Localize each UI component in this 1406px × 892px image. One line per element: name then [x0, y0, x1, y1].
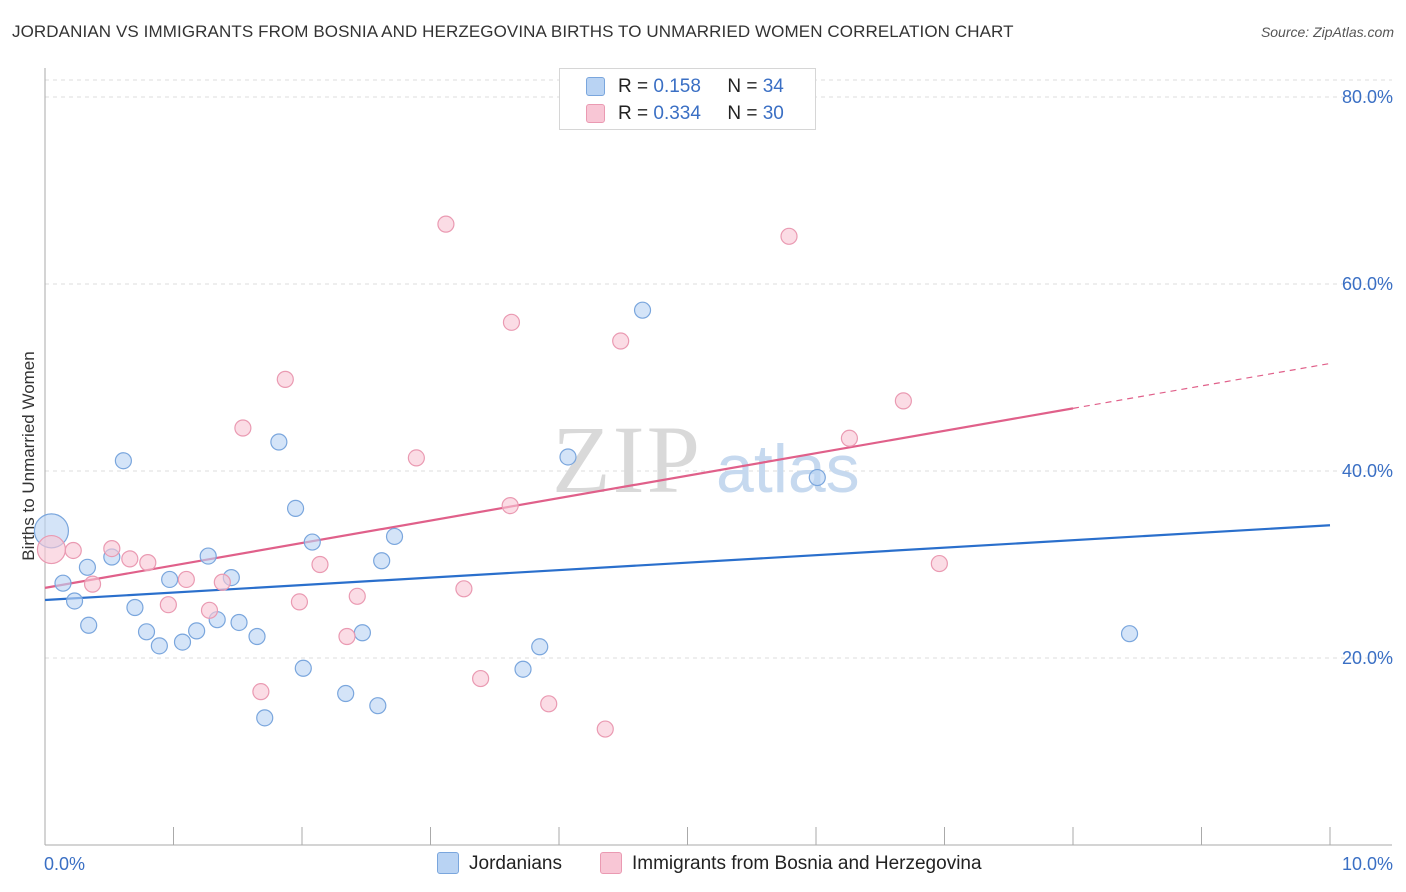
- point-jordanians: [248, 627, 266, 646]
- point-bosnia: [64, 541, 82, 560]
- legend-n-value: 30: [762, 103, 784, 124]
- axes: [44, 68, 1392, 846]
- watermark: ZIP atlas: [552, 406, 860, 513]
- point-bosnia: [501, 496, 519, 515]
- y-tick-label: 40.0%: [1342, 461, 1393, 481]
- point-bosnia: [121, 550, 139, 568]
- point-bosnia: [780, 227, 798, 245]
- point-bosnia: [840, 429, 859, 447]
- point-jordanians: [173, 633, 192, 651]
- point-jordanians: [78, 558, 97, 576]
- point-bosnia: [213, 573, 231, 591]
- point-jordanians: [286, 499, 305, 517]
- point-bosnia: [103, 540, 121, 558]
- point-jordanians: [114, 452, 132, 470]
- chart-title: JORDANIAN VS IMMIGRANTS FROM BOSNIA AND …: [12, 22, 1014, 41]
- point-jordanians: [137, 623, 156, 641]
- legend-swatch-blue: [586, 77, 605, 96]
- series-label-jordanians: Jordanians: [469, 853, 562, 874]
- gridlines: [45, 79, 1392, 659]
- y-tick-label: 20.0%: [1342, 648, 1393, 668]
- legend-n-label: N =: [727, 76, 758, 97]
- point-jordanians: [294, 659, 312, 677]
- point-bosnia: [338, 627, 356, 646]
- y-tick-label: 80.0%: [1342, 87, 1393, 107]
- point-jordanians: [161, 570, 179, 589]
- point-jordanians: [80, 616, 98, 634]
- point-jordanians: [230, 613, 248, 632]
- point-jordanians: [1120, 625, 1139, 643]
- point-jordanians: [808, 468, 826, 487]
- point-bosnia: [596, 720, 614, 738]
- point-bosnia: [894, 392, 912, 410]
- point-bosnia: [612, 332, 630, 350]
- point-bosnia: [234, 419, 252, 437]
- point-bosnia: [290, 593, 309, 611]
- point-jordanians: [199, 547, 217, 565]
- point-bosnia: [502, 313, 521, 331]
- point-jordanians: [270, 433, 288, 451]
- point-jordanians: [337, 684, 355, 703]
- x-tick-label: 0.0%: [44, 854, 85, 874]
- x-tick-label: 10.0%: [1342, 854, 1393, 874]
- y-axis-label: Births to Unmarried Women: [19, 351, 38, 560]
- series-swatch-blue: [437, 852, 459, 874]
- point-jordanians: [188, 622, 206, 640]
- legend-r-value: 0.158: [653, 76, 701, 97]
- point-jordanians: [369, 697, 387, 715]
- point-bosnia: [36, 534, 67, 565]
- point-bosnia: [252, 683, 270, 701]
- watermark-atlas: atlas: [716, 431, 860, 507]
- point-bosnia: [311, 555, 329, 574]
- data-points: [33, 215, 1139, 738]
- point-jordanians: [385, 527, 404, 546]
- legend-swatch-pink: [586, 104, 605, 123]
- point-bosnia: [930, 554, 948, 573]
- series-label-bosnia: Immigrants from Bosnia and Herzegovina: [632, 853, 982, 874]
- point-jordanians: [531, 638, 549, 656]
- trend-line-extension: [1072, 362, 1331, 409]
- legend-r-label: R =: [618, 76, 649, 97]
- legend-r-label: R =: [618, 103, 649, 124]
- point-jordanians: [373, 552, 391, 570]
- point-jordanians: [65, 592, 84, 610]
- legend-n-label: N =: [727, 103, 758, 124]
- trend-line-jordanians: [44, 524, 1331, 602]
- point-bosnia: [276, 370, 294, 388]
- point-bosnia: [348, 587, 366, 605]
- point-bosnia: [83, 575, 102, 593]
- point-jordanians: [150, 637, 168, 655]
- legend-r-value: 0.334: [653, 103, 701, 124]
- point-bosnia: [407, 449, 425, 467]
- point-jordanians: [633, 301, 652, 319]
- point-bosnia: [437, 215, 455, 233]
- legend-n-value: 34: [762, 76, 784, 97]
- point-bosnia: [455, 580, 473, 598]
- tick-labels: 20.0% 40.0% 60.0% 80.0% 0.0% 10.0%: [44, 87, 1393, 874]
- series-swatch-pink: [600, 852, 622, 874]
- point-bosnia: [139, 554, 157, 572]
- y-tick-label: 60.0%: [1342, 274, 1393, 294]
- point-jordanians: [303, 533, 321, 551]
- point-bosnia: [159, 596, 177, 614]
- correlation-legend: R = 0.158 N = 34 R = 0.334 N = 30: [559, 68, 816, 130]
- point-jordanians: [256, 709, 274, 727]
- point-jordanians: [514, 660, 532, 678]
- point-bosnia: [200, 601, 219, 619]
- point-bosnia: [472, 669, 490, 688]
- point-jordanians: [353, 624, 371, 642]
- series-legend-bosnia: Immigrants from Bosnia and Herzegovina: [600, 851, 982, 877]
- point-jordanians: [54, 574, 72, 592]
- point-bosnia: [540, 695, 558, 713]
- series-legend-jordanians: Jordanians: [437, 851, 562, 877]
- point-bosnia: [177, 570, 195, 589]
- point-jordanians: [559, 448, 577, 466]
- source-credit: Source: ZipAtlas.com: [1260, 24, 1394, 40]
- point-jordanians: [126, 598, 144, 617]
